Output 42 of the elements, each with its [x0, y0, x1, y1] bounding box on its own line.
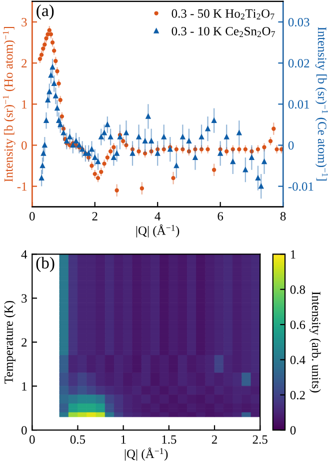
color-bar-label: 0.8 — [290, 285, 306, 294]
y-tick-label: 1 — [22, 100, 27, 108]
annotation: (b) — [36, 256, 54, 272]
x-tick-label: 0 — [29, 435, 35, 444]
y-tick-label: 4 — [21, 250, 28, 259]
color-bar-label: 0 — [290, 426, 296, 435]
x-tick-label: 1 — [121, 435, 126, 444]
x-tick-label: 4 — [154, 212, 161, 220]
y-tick-label: 0 — [22, 426, 27, 435]
y-tick-label: 2 — [22, 59, 27, 68]
color-bar-label: 0.2 — [290, 390, 305, 400]
annotation: (a) — [36, 4, 54, 20]
x-tick-label: 8 — [280, 212, 286, 220]
y-tick-label: -1 — [17, 182, 27, 191]
color-bar-title: Intensity (arb. units) — [309, 292, 321, 392]
x-tick-label: 1.5 — [162, 435, 176, 444]
y-axis-title: Intensity [b (sr)$^{−1}$ (Ho atom)$^{−1}$] — [2, 27, 16, 182]
x-tick-label: 0.5 — [70, 435, 86, 444]
y-tick-label: 3 — [22, 294, 27, 303]
y-tick-label: 1 — [22, 382, 27, 390]
x-axis-title: |Q| (Å$^{−1}$) — [124, 448, 168, 461]
y2-tick-label: 0.01 — [288, 100, 310, 109]
color-bar-label: 0.4 — [290, 356, 306, 364]
x-tick-label: 6 — [218, 212, 224, 220]
y2-tick-label: 0.03 — [288, 18, 310, 26]
y2-tick-label: 0 — [288, 141, 294, 150]
color-bar-label: 1 — [290, 250, 296, 259]
x-tick-label: 0 — [29, 212, 35, 220]
legend-label: 0.3 - 50 K Ho$_{2}$Ti$_{2}$O$_{7}$ — [172, 9, 274, 20]
y-axis-title: Temperature (K) — [4, 300, 16, 384]
x-axis-title: |Q| (Å$^{−1}$) — [136, 224, 180, 238]
x-tick-label: 2.5 — [252, 435, 268, 444]
x-tick-label: 2 — [212, 435, 217, 444]
x-tick-label: 2 — [92, 212, 98, 220]
y-tick-label: 2 — [22, 338, 27, 346]
y-tick-label: 0 — [22, 141, 27, 150]
legend-label: 0.3 - 10 K Ce$_{2}$Sn$_{2}$O$_{7}$ — [172, 26, 275, 37]
y2-axis-title: Intensity [b (sr)$^{−1}$ (Ce atom)$^{−1}$] — [315, 27, 328, 181]
y2-tick-label: 0.02 — [288, 59, 310, 68]
color-bar-label: 0.6 — [290, 320, 306, 330]
y2-tick-label: -0.01 — [288, 182, 314, 191]
y-tick-label: 3 — [22, 18, 27, 26]
